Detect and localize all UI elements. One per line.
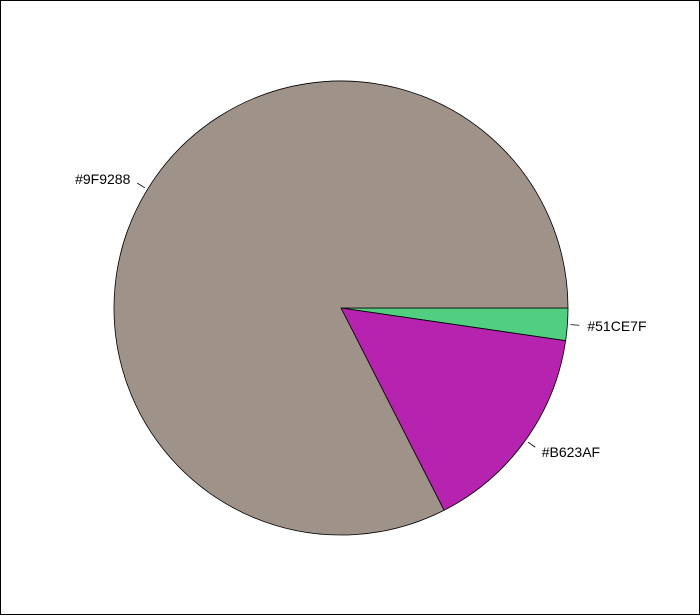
label-tick-b623af: [527, 441, 536, 448]
slice-label-b623af: #B623AF: [542, 444, 600, 460]
label-tick-9f9288: [137, 182, 146, 189]
slice-label-9f9288: #9F9288: [75, 171, 130, 187]
pie-slice-b623af: [340, 307, 567, 511]
slice-label-51ce7f: #51CE7F: [587, 318, 646, 334]
pie-slice-9f9288: [113, 80, 569, 536]
label-tick-51ce7f: [570, 324, 580, 326]
pie-slices: [113, 80, 569, 536]
pie-labels: #51CE7F #B623AF #9F9288: [75, 171, 646, 460]
